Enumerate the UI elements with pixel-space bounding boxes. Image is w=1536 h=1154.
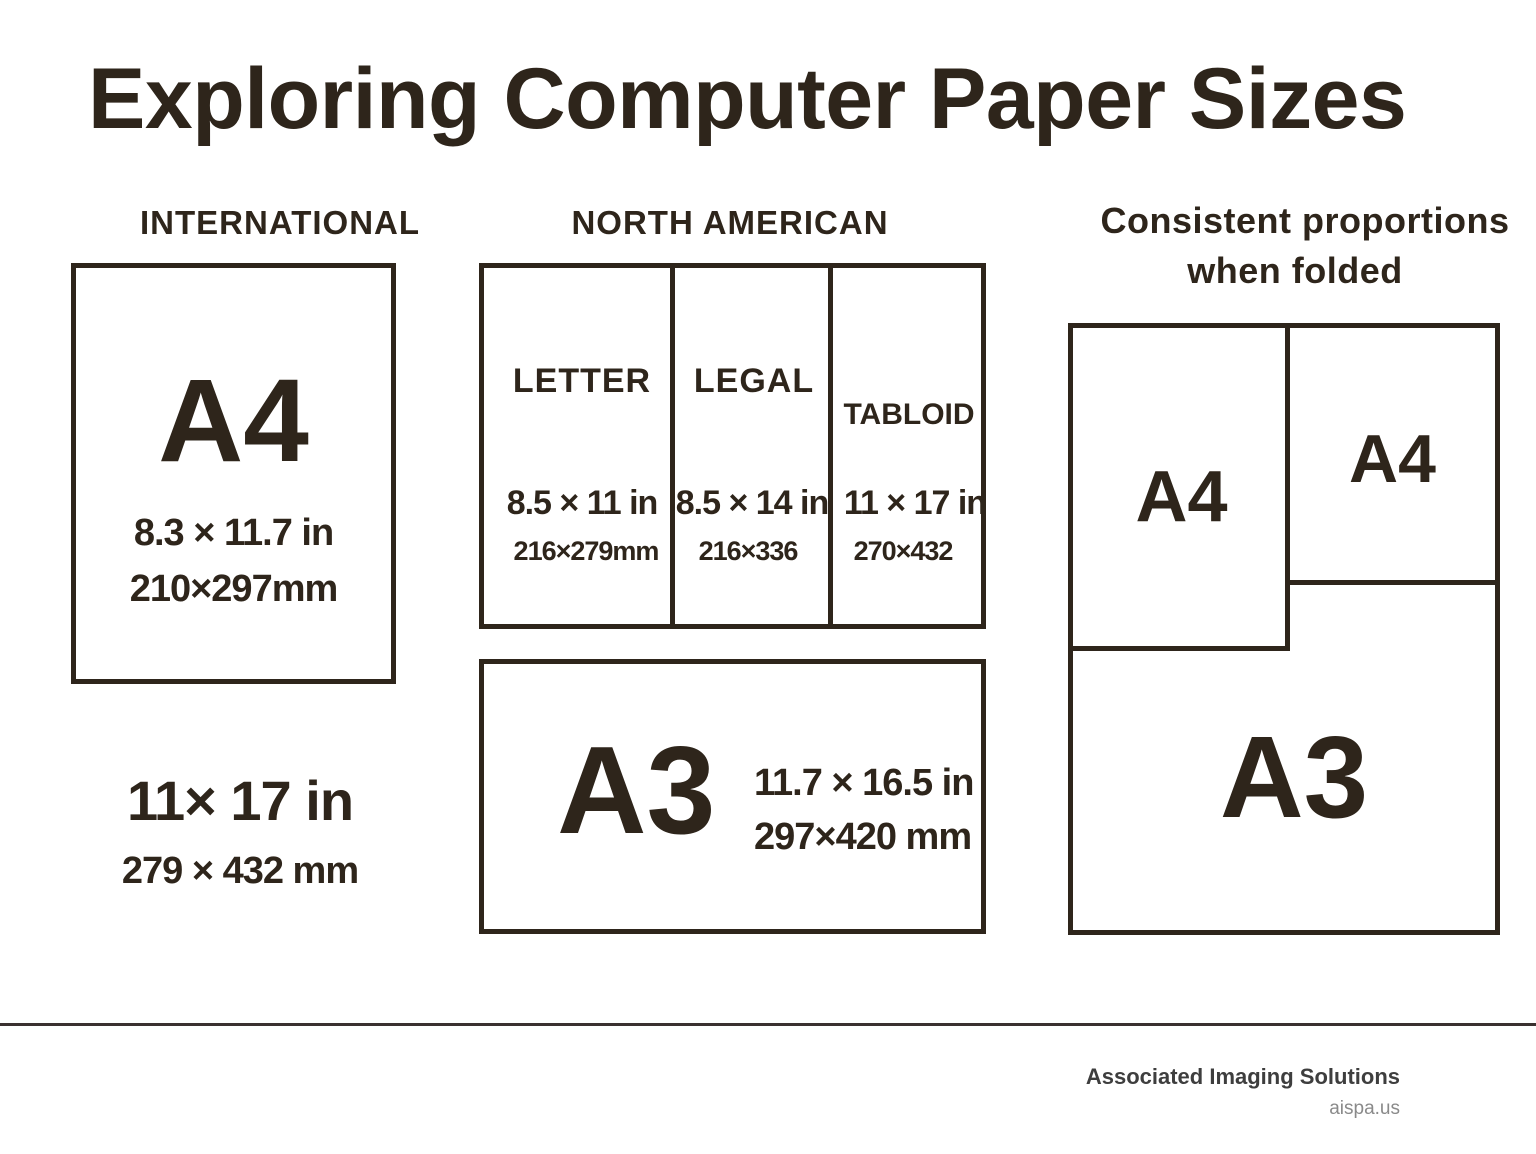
a4-sheet: A4 8.3 × 11.7 in 210×297mm — [71, 263, 396, 684]
page-title: Exploring Computer Paper Sizes — [88, 51, 1407, 147]
fold-a4-right-label: A4 — [1349, 421, 1436, 497]
north-american-heading: NORTH AMERICAN — [571, 204, 889, 241]
proportions-heading-line1: Consistent proportions — [1100, 200, 1510, 241]
a4-mm: 210×297mm — [129, 568, 339, 610]
letter-mm: 216×279mm — [513, 536, 660, 566]
tabloid-inches: 11 × 17 in — [843, 484, 987, 522]
legal-label: LEGAL — [693, 362, 815, 400]
a3-mm: 297×420 mm — [754, 816, 972, 858]
tabloid-mm: 270×432 — [853, 536, 954, 566]
divider-letter-legal — [670, 268, 675, 624]
footer-site[interactable]: aispa.us — [1329, 1098, 1400, 1119]
fold-line-vertical — [1285, 328, 1290, 651]
north-american-sizes-panel: LETTER 8.5 × 11 in 216×279mm LEGAL 8.5 ×… — [479, 263, 987, 629]
tabloid-label: TABLOID — [843, 398, 975, 431]
fold-line-right — [1285, 580, 1495, 585]
divider-legal-tabloid — [828, 268, 833, 624]
tabloid-ref-inches: 11× 17 in — [126, 769, 354, 832]
tabloid-ref-mm: 279 × 432 mm — [121, 850, 359, 892]
fold-a3-label: A3 — [1219, 712, 1369, 842]
letter-inches: 8.5 × 11 in — [506, 484, 659, 522]
tabloid-cell: TABLOID 11 × 17 in 270×432 — [833, 268, 987, 624]
fold-a4-left-label: A4 — [1135, 457, 1228, 537]
proportions-heading-line2: when folded — [1187, 250, 1403, 291]
a3-inches: 11.7 × 16.5 in — [754, 762, 974, 804]
a3-label: A3 — [557, 722, 716, 860]
international-heading: INTERNATIONAL — [139, 204, 421, 241]
legal-inches: 8.5 × 14 in — [675, 484, 830, 522]
fold-line-left — [1073, 646, 1290, 651]
a3-sheet: A3 11.7 × 16.5 in 297×420 mm — [479, 659, 986, 934]
footer-divider — [0, 1023, 1536, 1026]
legal-cell: LEGAL 8.5 × 14 in 216×336 — [675, 268, 830, 624]
footer-brand: Associated Imaging Solutions — [1085, 1064, 1400, 1089]
a4-inches: 8.3 × 11.7 in — [133, 512, 334, 554]
folding-diagram: A4 A4 A3 — [1068, 323, 1500, 935]
a4-label: A4 — [158, 355, 309, 487]
legal-mm: 216×336 — [698, 536, 799, 566]
letter-label: LETTER — [512, 362, 652, 400]
letter-cell: LETTER 8.5 × 11 in 216×279mm — [484, 268, 670, 624]
